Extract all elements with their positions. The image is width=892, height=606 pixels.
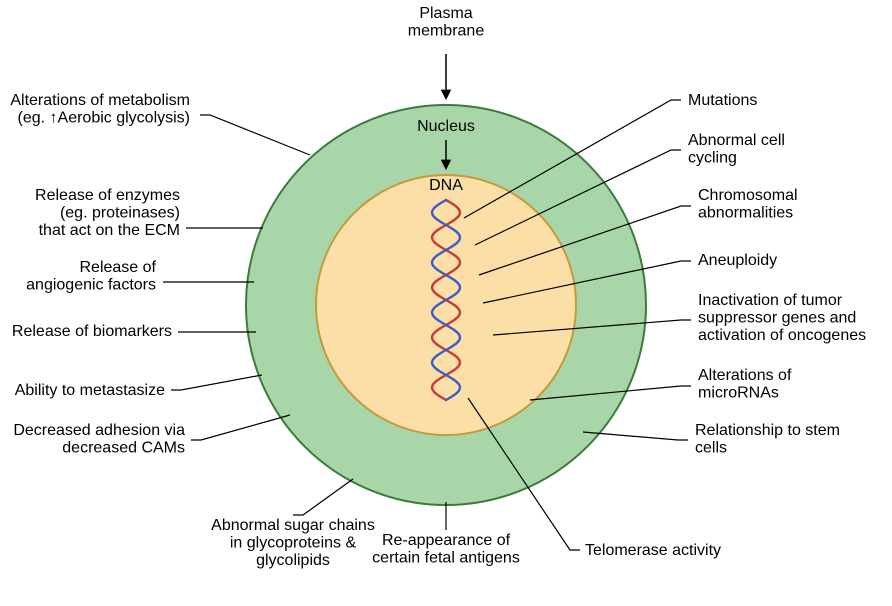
right-label-5: Alterations ofmicroRNAs xyxy=(698,367,792,402)
right-label-2: Chromosomalabnormalities xyxy=(698,187,798,222)
right-label-0: Mutations xyxy=(688,92,757,109)
left-label-5: Decreased adhesion viadecreased CAMs xyxy=(13,422,185,457)
pointer-line xyxy=(200,115,310,155)
pointer-line xyxy=(293,479,353,515)
left-label-4: Ability to metastasize xyxy=(15,382,165,399)
right-label-7: Telomerase activity xyxy=(585,542,721,559)
right-label-1: Abnormal cellcycling xyxy=(688,132,785,167)
left-label-1: Release of enzymes(eg. proteinases)that … xyxy=(35,187,180,239)
right-label-4: Inactivation of tumorsuppressor genes an… xyxy=(698,292,866,344)
pointer-line xyxy=(171,375,262,390)
pointer-line xyxy=(191,415,290,440)
left-label-0: Alterations of metabolism(eg. ↑Aerobic g… xyxy=(10,92,190,127)
pointer-line xyxy=(583,432,688,440)
left-label-3: Release of biomarkers xyxy=(12,323,172,340)
label-fetal-antigens: Re-appearance ofcertain fetal antigens xyxy=(372,532,520,567)
right-label-6: Relationship to stemcells xyxy=(695,422,840,457)
nucleus-region xyxy=(316,175,576,435)
label-plasma-membrane: Plasmamembrane xyxy=(408,5,485,40)
right-label-3: Aneuploidy xyxy=(698,252,777,269)
left-label-6: Abnormal sugar chainsin glycoproteins &g… xyxy=(211,517,375,569)
label-dna: DNA xyxy=(429,177,463,194)
left-label-2: Release ofangiogenic factors xyxy=(26,259,156,294)
label-nucleus: Nucleus xyxy=(417,118,475,135)
